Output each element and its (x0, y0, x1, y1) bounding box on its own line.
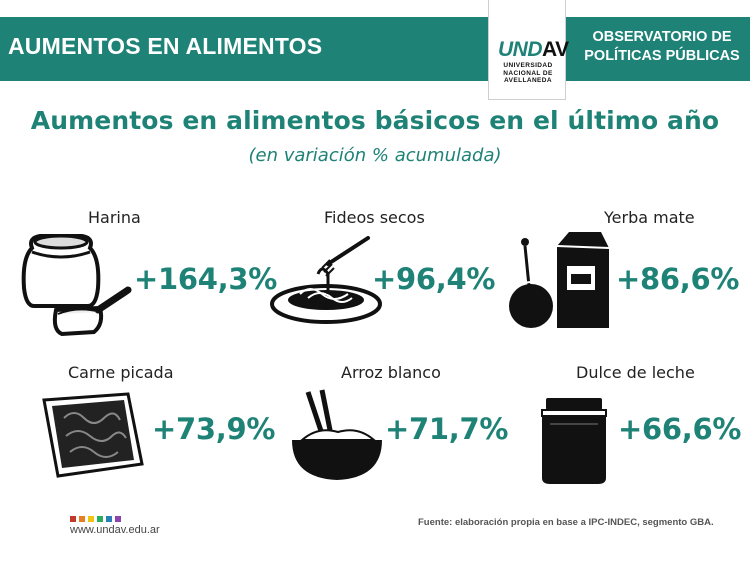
website-link[interactable]: www.undav.edu.ar (70, 524, 160, 536)
header-title: AUMENTOS EN ALIMENTOS (8, 33, 323, 59)
item-label-harina: Harina (88, 208, 141, 227)
jar-icon (541, 398, 607, 484)
logo-mark: UNDAV (498, 38, 569, 61)
pasta-icon (270, 236, 382, 324)
header-bar (0, 17, 750, 81)
yerba-mate-icon (509, 232, 610, 328)
item-label-yerba: Yerba mate (604, 208, 695, 227)
brand-dot (79, 516, 85, 522)
observatory-title: OBSERVATORIO DE POLÍTICAS PÚBLICAS (584, 29, 740, 64)
brand-dots (70, 516, 121, 522)
brand-dot (115, 516, 121, 522)
main-title: Aumentos en alimentos básicos en el últi… (30, 106, 720, 135)
item-value-carne: +73,9% (152, 412, 276, 446)
item-value-fideos: +96,4% (372, 262, 496, 296)
flour-icon (21, 234, 132, 337)
brand-dot (88, 516, 94, 522)
ground-meat-icon (42, 392, 144, 478)
rice-bowl-icon (292, 389, 382, 480)
item-value-dulce: +66,6% (618, 412, 742, 446)
brand-dot (97, 516, 103, 522)
item-label-fideos: Fideos secos (324, 208, 425, 227)
item-label-carne: Carne picada (68, 363, 174, 382)
item-label-arroz: Arroz blanco (341, 363, 441, 382)
brand-dot (106, 516, 112, 522)
item-value-yerba: +86,6% (616, 262, 740, 296)
item-value-harina: +164,3% (134, 262, 277, 296)
item-label-dulce: Dulce de leche (576, 363, 695, 382)
logo-caption: UNIVERSIDAD NACIONAL DE AVELLANEDA (503, 62, 553, 85)
source-note: Fuente: elaboración propia en base a IPC… (418, 517, 714, 528)
brand-dot (70, 516, 76, 522)
undav-logo: UNDAV UNIVERSIDAD NACIONAL DE AVELLANEDA (488, 0, 569, 100)
subtitle: (en variación % acumulada) (248, 145, 502, 166)
item-value-arroz: +71,7% (385, 412, 509, 446)
